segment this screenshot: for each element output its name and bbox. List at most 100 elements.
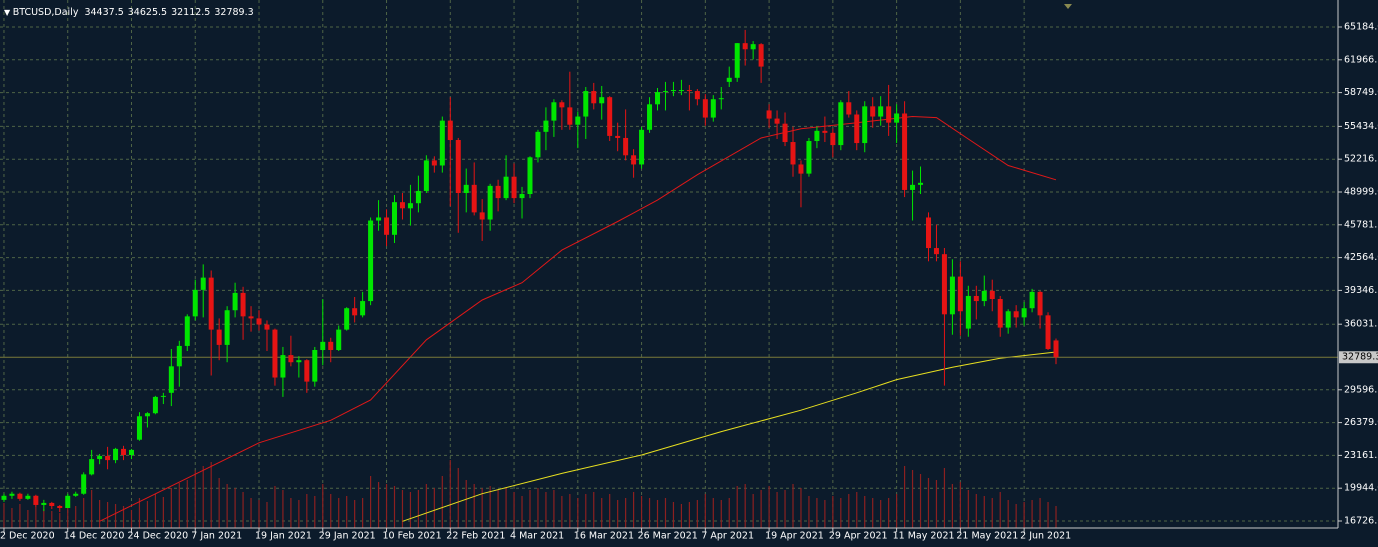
- candle-body: [495, 185, 501, 199]
- candle-body: [662, 91, 668, 93]
- candle-body: [1021, 308, 1027, 318]
- candle-body: [575, 116, 581, 125]
- y-tick-label: 39346.5: [1344, 285, 1378, 296]
- candle-body: [152, 396, 158, 414]
- y-tick-label: 58749.0: [1344, 87, 1378, 98]
- axis: 65184.0 61966.5 58749.0 55434.0 52216.5 48999…: [0, 21, 1378, 542]
- candle-body: [25, 495, 31, 499]
- candle-body: [49, 502, 55, 506]
- candle-body: [384, 217, 390, 235]
- candle-body: [97, 456, 103, 460]
- candle-body: [790, 142, 796, 165]
- candle-body: [1013, 311, 1019, 318]
- candle-body: [280, 355, 286, 378]
- candle-body: [1005, 311, 1011, 328]
- candle-body: [694, 91, 700, 100]
- candle-body: [57, 505, 63, 509]
- candle-body: [240, 292, 246, 317]
- y-tick-label: 65184.0: [1344, 21, 1378, 32]
- candle-body: [113, 448, 119, 461]
- moving-averages: [0, 115, 1338, 522]
- candle-body: [447, 120, 453, 140]
- candle-body: [73, 493, 79, 496]
- candles: [1, 29, 1059, 513]
- candle-body: [670, 90, 676, 92]
- candle-body: [352, 308, 358, 316]
- candle-body: [336, 329, 342, 351]
- candle-body: [750, 44, 756, 50]
- candle-body: [208, 277, 214, 330]
- candle-body: [304, 360, 310, 382]
- x-tick-label: 21 May 2021: [956, 531, 1018, 542]
- price-label: 32789.3: [1342, 352, 1378, 363]
- candle-body: [503, 176, 509, 199]
- candle-body: [599, 97, 605, 104]
- y-tick-label: 23161.5: [1344, 450, 1378, 461]
- candle-body: [272, 329, 278, 378]
- candle-body: [9, 493, 15, 496]
- candle-body: [702, 99, 708, 118]
- low-value: 32112.5: [171, 7, 210, 18]
- candle-body: [81, 474, 87, 494]
- y-tick-label: 26379.0: [1344, 417, 1378, 428]
- candle-body: [1045, 315, 1051, 349]
- y-tick-label: 16726.6: [1344, 516, 1378, 527]
- candle-body: [734, 43, 740, 78]
- candle-body: [519, 194, 525, 199]
- candle-body: [471, 184, 477, 213]
- x-tick-label: 16 Mar 2021: [574, 531, 634, 542]
- y-tick-label: 55434.0: [1344, 121, 1378, 132]
- candle-body: [686, 90, 692, 92]
- candle-body: [121, 448, 127, 456]
- moving-average: [402, 351, 1057, 522]
- candle-body: [463, 184, 469, 194]
- y-tick-label: 29596.5: [1344, 384, 1378, 395]
- candle-body: [782, 123, 788, 143]
- candle-body: [264, 324, 270, 330]
- x-tick-label: 10 Feb 2021: [383, 531, 442, 542]
- candle-body: [631, 155, 637, 165]
- candle-body: [965, 295, 971, 329]
- candle-body: [479, 212, 485, 220]
- candle-body: [838, 102, 844, 146]
- candle-body: [925, 217, 931, 249]
- candle-body: [216, 329, 222, 345]
- candle-body: [200, 277, 206, 290]
- candle-body: [1, 495, 7, 500]
- candle-body: [758, 44, 764, 67]
- candle-body: [989, 290, 995, 300]
- candle-body: [854, 114, 860, 144]
- candle-body: [65, 495, 71, 509]
- y-tick-label: 48999.0: [1344, 186, 1378, 197]
- candle-body: [615, 135, 621, 138]
- candle-body: [766, 110, 772, 119]
- candle-body: [296, 360, 302, 363]
- x-tick-label: 2 Jun 2021: [1020, 531, 1071, 542]
- candle-body: [933, 248, 939, 255]
- candle-body: [41, 502, 47, 505]
- candle-body: [957, 276, 963, 312]
- candle-body: [941, 254, 947, 315]
- candle-body: [376, 217, 382, 221]
- candle-body: [639, 129, 645, 165]
- candle-body: [455, 139, 461, 194]
- x-tick-label: 2 Dec 2020: [0, 531, 55, 542]
- candle-body: [511, 176, 517, 199]
- candle-body: [535, 131, 541, 158]
- candle-body: [176, 345, 182, 367]
- shift-marker: [1064, 4, 1072, 9]
- candle-body: [862, 106, 868, 144]
- x-tick-label: 22 Feb 2021: [446, 531, 505, 542]
- candle-body: [949, 276, 955, 315]
- candle-body: [870, 106, 876, 117]
- candle-body: [431, 160, 437, 166]
- close-value: 32789.3: [214, 7, 253, 18]
- candle-body: [487, 185, 493, 220]
- candle-body: [144, 413, 150, 417]
- candle-body: [726, 77, 732, 82]
- candle-body: [567, 107, 573, 125]
- price-label-box: [1339, 351, 1378, 364]
- y-tick-label: 52216.5: [1344, 154, 1378, 165]
